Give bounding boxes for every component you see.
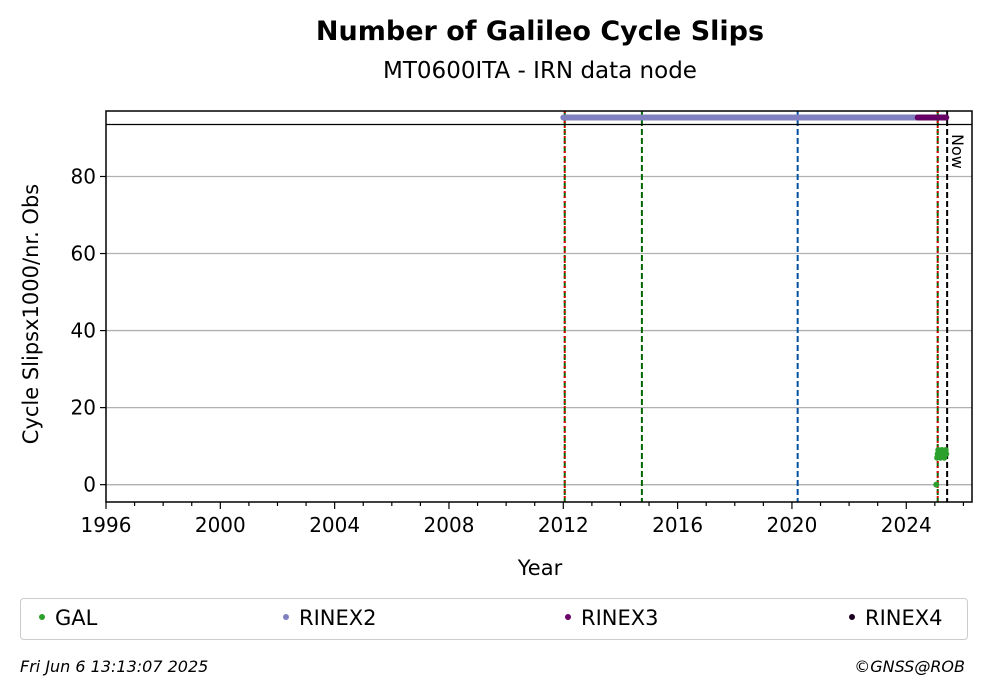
chart-title: Number of Galileo Cycle Slips: [315, 16, 765, 47]
now-label: Now: [948, 134, 967, 169]
x-tick-label: 1996: [81, 513, 132, 537]
y-tick-label: 80: [71, 164, 96, 188]
x-axis-label: Year: [517, 556, 563, 580]
legend-label-gal: GAL: [55, 606, 98, 630]
grid-layer: [106, 175, 972, 486]
series-gal-point: [943, 450, 950, 457]
x-tick-label: 2012: [538, 513, 589, 537]
legend-label-rinex2: RINEX2: [299, 606, 377, 630]
y-tick-label: 40: [71, 319, 96, 343]
legend: GAL RINEX2 RINEX3 RINEX4: [20, 598, 968, 640]
legend-marker-rinex4: [849, 614, 855, 620]
data-layer: [560, 114, 950, 488]
y-tick-label: 60: [71, 242, 96, 266]
x-tick-label: 2004: [309, 513, 360, 537]
x-tick-label: 2024: [881, 513, 932, 537]
plot-frame: [105, 110, 973, 503]
legend-item-rinex2: RINEX2: [283, 606, 377, 630]
legend-marker-rinex3: [565, 614, 571, 620]
chart-subtitle: MT0600ITA - IRN data node: [383, 58, 697, 84]
y-axis-label: Cycle Slipsx1000/nr. Obs: [19, 184, 43, 444]
x-tick-label: 2020: [766, 513, 817, 537]
footer-timestamp: Fri Jun 6 13:13:07 2025: [20, 657, 209, 676]
legend-item-rinex4: RINEX4: [849, 606, 943, 630]
y-tick-label: 0: [83, 473, 96, 497]
legend-item-rinex3: RINEX3: [565, 606, 659, 630]
legend-item-gal: GAL: [39, 606, 97, 630]
chart-svg: 1996 2000 2004 2008 2012 2016 2020 2024 0 20 40 60 8…: [19, 110, 973, 580]
series-gal-point: [933, 481, 940, 488]
axis-layer: 1996 2000 2004 2008 2012 2016 2020 2024 0 20 40 60 8…: [71, 110, 973, 537]
x-tick-label: 2016: [652, 513, 703, 537]
y-tick-label: 20: [71, 396, 96, 420]
legend-label-rinex3: RINEX3: [581, 606, 659, 630]
legend-marker-rinex2: [283, 614, 289, 620]
event-lines: [563, 111, 949, 502]
footer-copyright: ©GNSS@ROB: [854, 657, 965, 676]
legend-label-rinex4: RINEX4: [865, 606, 943, 630]
x-tick-label: 2000: [195, 513, 246, 537]
x-tick-label: 2008: [424, 513, 475, 537]
legend-marker-gal: [39, 614, 45, 620]
